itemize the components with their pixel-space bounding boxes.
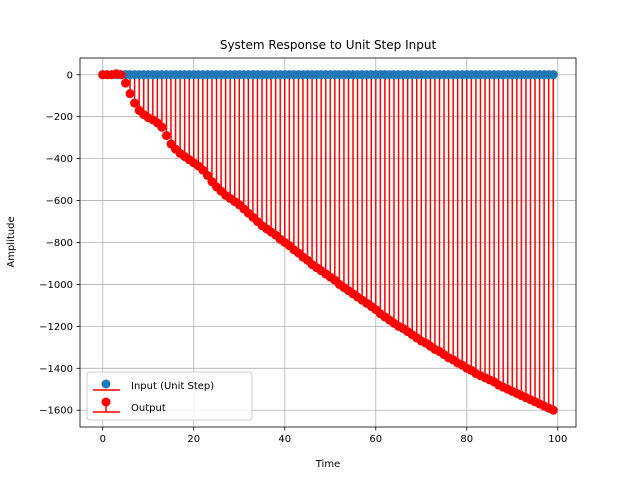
legend-output-label: Output xyxy=(131,403,166,414)
output-point xyxy=(125,89,135,99)
legend-output-marker xyxy=(101,397,111,407)
x-tick-label: 100 xyxy=(548,434,567,445)
y-axis-label: Amplitude xyxy=(6,216,17,267)
y-tick-label: −400 xyxy=(46,154,73,165)
output-point xyxy=(548,405,558,415)
output-point xyxy=(202,170,212,180)
legend-input-marker xyxy=(101,379,111,389)
y-tick-label: −200 xyxy=(46,112,73,123)
y-tick-label: 0 xyxy=(67,70,73,81)
x-tick-label: 40 xyxy=(278,434,291,445)
output-markers xyxy=(98,69,558,415)
output-point xyxy=(116,70,126,80)
x-tick-label: 60 xyxy=(369,434,382,445)
x-tick-label: 80 xyxy=(460,434,473,445)
legend-box xyxy=(86,371,253,421)
legend-input-label: Input (Unit Step) xyxy=(131,381,214,392)
y-tick-label: −1600 xyxy=(39,406,73,417)
legend: Input (Unit Step) Output xyxy=(86,371,253,421)
y-tick-label: −1000 xyxy=(39,280,73,291)
output-point xyxy=(161,131,171,141)
y-tick-label: −1400 xyxy=(39,364,73,375)
x-axis-ticks: 0 20 40 60 80 100 xyxy=(100,427,567,445)
y-tick-label: −800 xyxy=(46,238,73,249)
x-tick-label: 0 xyxy=(100,434,106,445)
x-axis-label: Time xyxy=(315,459,340,470)
output-point xyxy=(130,98,140,108)
input-markers xyxy=(98,70,558,80)
y-tick-label: −1200 xyxy=(39,322,73,333)
x-tick-label: 20 xyxy=(187,434,200,445)
output-stems xyxy=(115,73,554,411)
y-axis-ticks: 0 −200 −400 −600 −800 −1000 −1200 −1400 −1600 xyxy=(39,70,80,417)
input-point xyxy=(548,70,558,80)
y-tick-label: −600 xyxy=(46,196,73,207)
output-point xyxy=(121,78,131,88)
chart-title: System Response to Unit Step Input xyxy=(220,38,437,52)
output-point xyxy=(157,122,167,132)
